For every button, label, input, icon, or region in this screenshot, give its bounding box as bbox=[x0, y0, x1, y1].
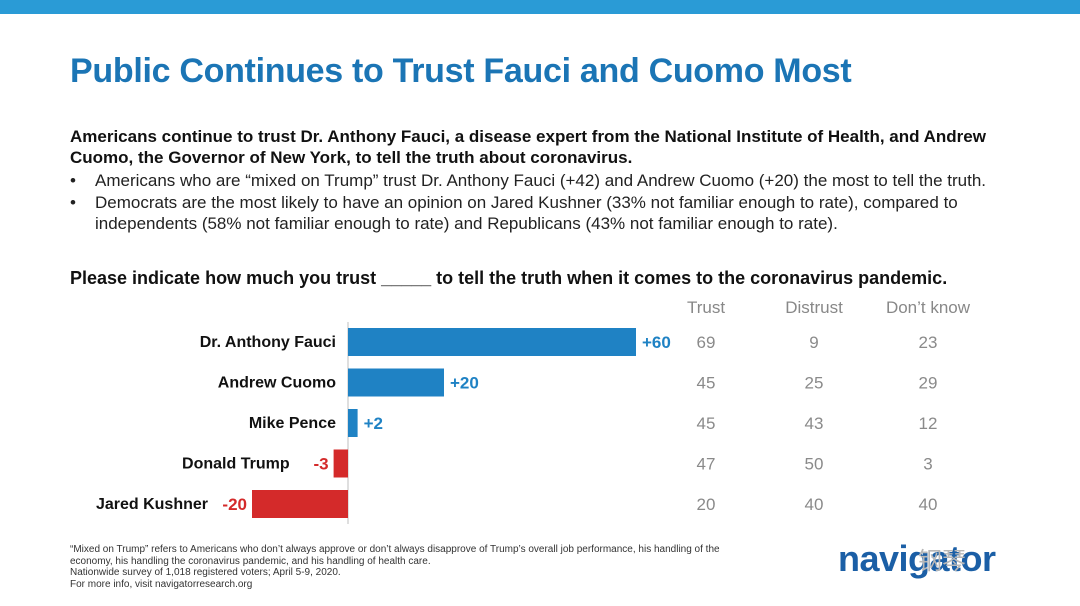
footnote: “Mixed on Trump” refers to Americans who… bbox=[70, 544, 750, 590]
bar-4 bbox=[252, 490, 348, 518]
bullet-text: Americans who are “mixed on Trump” trust… bbox=[95, 171, 987, 190]
column-header-distrust: Distrust bbox=[785, 298, 843, 317]
table-cell: 23 bbox=[919, 333, 938, 352]
table-cell: 3 bbox=[923, 455, 932, 474]
category-label: Andrew Cuomo bbox=[218, 375, 336, 392]
column-header-dont-know: Don’t know bbox=[885, 298, 971, 317]
table-cell: 40 bbox=[919, 495, 938, 514]
table-cell: 69 bbox=[697, 333, 716, 352]
bullet-item: • Americans who are “mixed on Trump” tru… bbox=[70, 170, 1020, 191]
lead-paragraph: Americans continue to trust Dr. Anthony … bbox=[70, 127, 986, 167]
bullet-marker: • bbox=[70, 171, 76, 190]
table-cell: 25 bbox=[805, 374, 824, 393]
bar-2 bbox=[348, 409, 358, 437]
bar-3 bbox=[333, 449, 348, 478]
bar-1 bbox=[348, 368, 444, 397]
bullet-text: Democrats are the most likely to have an… bbox=[95, 193, 958, 233]
footnote-line: Nationwide survey of 1,018 registered vo… bbox=[70, 567, 341, 578]
bullet-marker: • bbox=[70, 193, 76, 212]
bar-0 bbox=[348, 328, 636, 356]
bar-value-label: -20 bbox=[222, 495, 247, 514]
column-header-trust: Trust bbox=[686, 298, 726, 317]
category-label: Donald Trump bbox=[182, 456, 290, 473]
bar-value-label: +2 bbox=[364, 414, 383, 433]
bar-value-label: -3 bbox=[313, 455, 328, 474]
footnote-line: For more info, visit navigatorresearch.o… bbox=[70, 578, 253, 590]
bullet-item: • Democrats are the most likely to have … bbox=[70, 192, 1020, 234]
top-accent-bar bbox=[0, 0, 1080, 14]
table-cell: 47 bbox=[697, 455, 716, 474]
survey-question: Please indicate how much you trust _____… bbox=[70, 268, 948, 288]
navigator-logo: navigator bbox=[838, 538, 996, 579]
bar-value-label: +60 bbox=[642, 333, 671, 352]
category-label: Jared Kushner bbox=[96, 496, 208, 513]
page-title: Public Continues to Trust Fauci and Cuom… bbox=[70, 52, 852, 90]
table-cell: 43 bbox=[805, 414, 824, 433]
category-label: Dr. Anthony Fauci bbox=[200, 334, 336, 351]
table-cell: 45 bbox=[697, 414, 716, 433]
table-cell: 50 bbox=[805, 455, 824, 474]
bullet-list: • Americans who are “mixed on Trump” tru… bbox=[70, 170, 1020, 235]
footnote-line: “Mixed on Trump” refers to Americans who… bbox=[70, 544, 720, 567]
category-label: Mike Pence bbox=[249, 415, 336, 432]
table-cell: 40 bbox=[805, 495, 824, 514]
table-cell: 20 bbox=[697, 495, 716, 514]
table-cell: 45 bbox=[697, 374, 716, 393]
table-cell: 29 bbox=[919, 374, 938, 393]
watermark: 钢琴 bbox=[918, 548, 966, 575]
bar-value-label: +20 bbox=[450, 374, 479, 393]
table-cell: 9 bbox=[809, 333, 818, 352]
table-cell: 12 bbox=[919, 414, 938, 433]
